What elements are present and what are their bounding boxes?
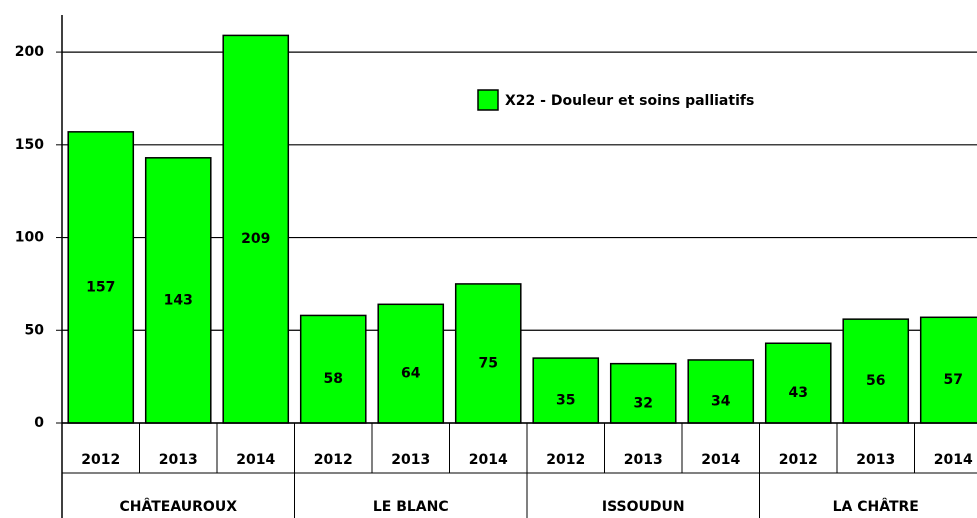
bar [67, 131, 135, 424]
bar [222, 34, 290, 424]
data-label: 35 [556, 393, 575, 409]
x-tick-label: 2012 [81, 452, 120, 468]
bar [687, 359, 755, 424]
data-label: 157 [86, 279, 115, 295]
bar [532, 357, 600, 424]
data-label: 56 [866, 373, 885, 389]
y-tick-label: 50 [25, 322, 45, 338]
x-tick-label: 2013 [159, 452, 198, 468]
x-tick-label: 2014 [701, 452, 740, 468]
y-tick-label: 100 [15, 230, 44, 246]
legend-label: X22 - Douleur et soins palliatifs [505, 93, 754, 109]
data-label: 143 [164, 292, 193, 308]
x-tick-label: 2013 [856, 452, 895, 468]
x-tick-label: 2014 [469, 452, 508, 468]
x-tick-label: 2013 [624, 452, 663, 468]
data-label: 64 [401, 366, 421, 382]
group-label: CHÂTEAUROUX [120, 498, 238, 515]
bar [919, 316, 977, 424]
data-label: 32 [634, 395, 653, 411]
data-label: 57 [944, 372, 963, 388]
x-tick-label: 2014 [236, 452, 275, 468]
y-tick-label: 0 [34, 415, 44, 431]
group-label: LA CHÂTRE [833, 498, 919, 515]
bar [454, 283, 522, 424]
legend-swatch [477, 89, 499, 111]
data-label: 209 [241, 231, 270, 247]
x-tick-label: 2012 [314, 452, 353, 468]
group-label: ISSOUDUN [602, 499, 685, 515]
x-tick-label: 2012 [779, 452, 818, 468]
bar [764, 342, 832, 424]
x-tick-label: 2013 [391, 452, 430, 468]
data-label: 58 [324, 371, 343, 387]
x-tick-label: 2012 [546, 452, 585, 468]
x-tick-label: 2014 [934, 452, 973, 468]
data-label: 75 [479, 355, 498, 371]
bar [842, 318, 910, 424]
y-tick-label: 150 [15, 137, 44, 153]
y-tick-label: 200 [15, 44, 44, 60]
bar [377, 303, 445, 424]
data-label: 34 [711, 393, 731, 409]
bar [609, 362, 677, 424]
bar [299, 314, 367, 424]
group-label: LE BLANC [373, 499, 449, 515]
bar [144, 157, 212, 424]
data-label: 43 [789, 385, 808, 401]
